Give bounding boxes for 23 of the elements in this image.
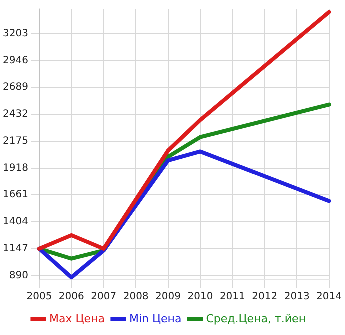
y-tick-label: 2946 (2, 55, 28, 66)
y-tick-label: 2432 (2, 109, 28, 120)
y-tick-label: 2689 (2, 82, 28, 94)
y-tick-label: 2175 (2, 136, 28, 147)
x-tick-label: 2013 (284, 292, 310, 303)
x-tick-label: 2009 (156, 292, 181, 303)
x-tick-label: 2008 (123, 292, 149, 303)
legend-label: Max Цена (49, 312, 105, 326)
y-tick-label: 890 (9, 270, 28, 282)
y-tick-label: 1404 (2, 216, 28, 228)
x-tick-label: 2011 (220, 292, 246, 303)
x-tick-label: 2006 (58, 292, 84, 303)
y-tick-label: 1147 (2, 244, 28, 255)
y-tick-label: 1661 (2, 190, 28, 201)
x-tick-label: 2014 (316, 292, 342, 303)
y-tick-label: 1918 (2, 162, 28, 174)
x-tick-label: 2007 (91, 292, 117, 303)
y-tick-label: 3203 (2, 28, 28, 40)
x-tick-label: 2005 (26, 292, 52, 303)
legend-label: Min Цена (129, 312, 182, 326)
x-tick-label: 2012 (252, 292, 278, 303)
x-tick-label: 2010 (188, 292, 214, 303)
legend-label: Сред.Цена, т.йен (206, 312, 306, 326)
